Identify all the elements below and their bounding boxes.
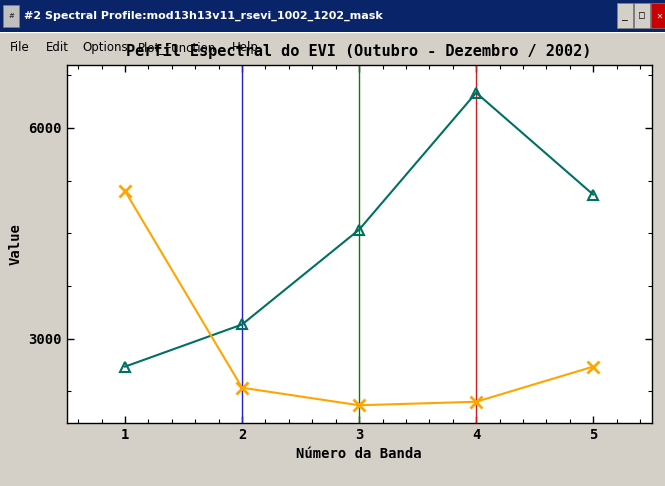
Text: ✕: ✕ — [656, 11, 662, 21]
Bar — [3, 5, 19, 27]
Text: _: _ — [622, 11, 628, 21]
Text: Help: Help — [232, 41, 259, 53]
Text: #2 Spectral Profile:mod13h13v11_rsevi_1002_1202_mask: #2 Spectral Profile:mod13h13v11_rsevi_10… — [24, 11, 383, 21]
Text: #: # — [8, 13, 14, 19]
Text: □: □ — [639, 11, 645, 21]
Text: Plot_Function: Plot_Function — [138, 41, 215, 53]
Bar — [651, 3, 665, 28]
Bar — [634, 3, 650, 28]
X-axis label: Número da Banda: Número da Banda — [297, 447, 422, 461]
Bar — [617, 3, 633, 28]
Y-axis label: Value: Value — [9, 223, 23, 265]
Text: Options: Options — [82, 41, 128, 53]
Text: Edit: Edit — [46, 41, 69, 53]
Title: Perfil Espectral do EVI (Outubro - Dezembro / 2002): Perfil Espectral do EVI (Outubro - Dezem… — [126, 43, 592, 59]
Text: File: File — [10, 41, 30, 53]
